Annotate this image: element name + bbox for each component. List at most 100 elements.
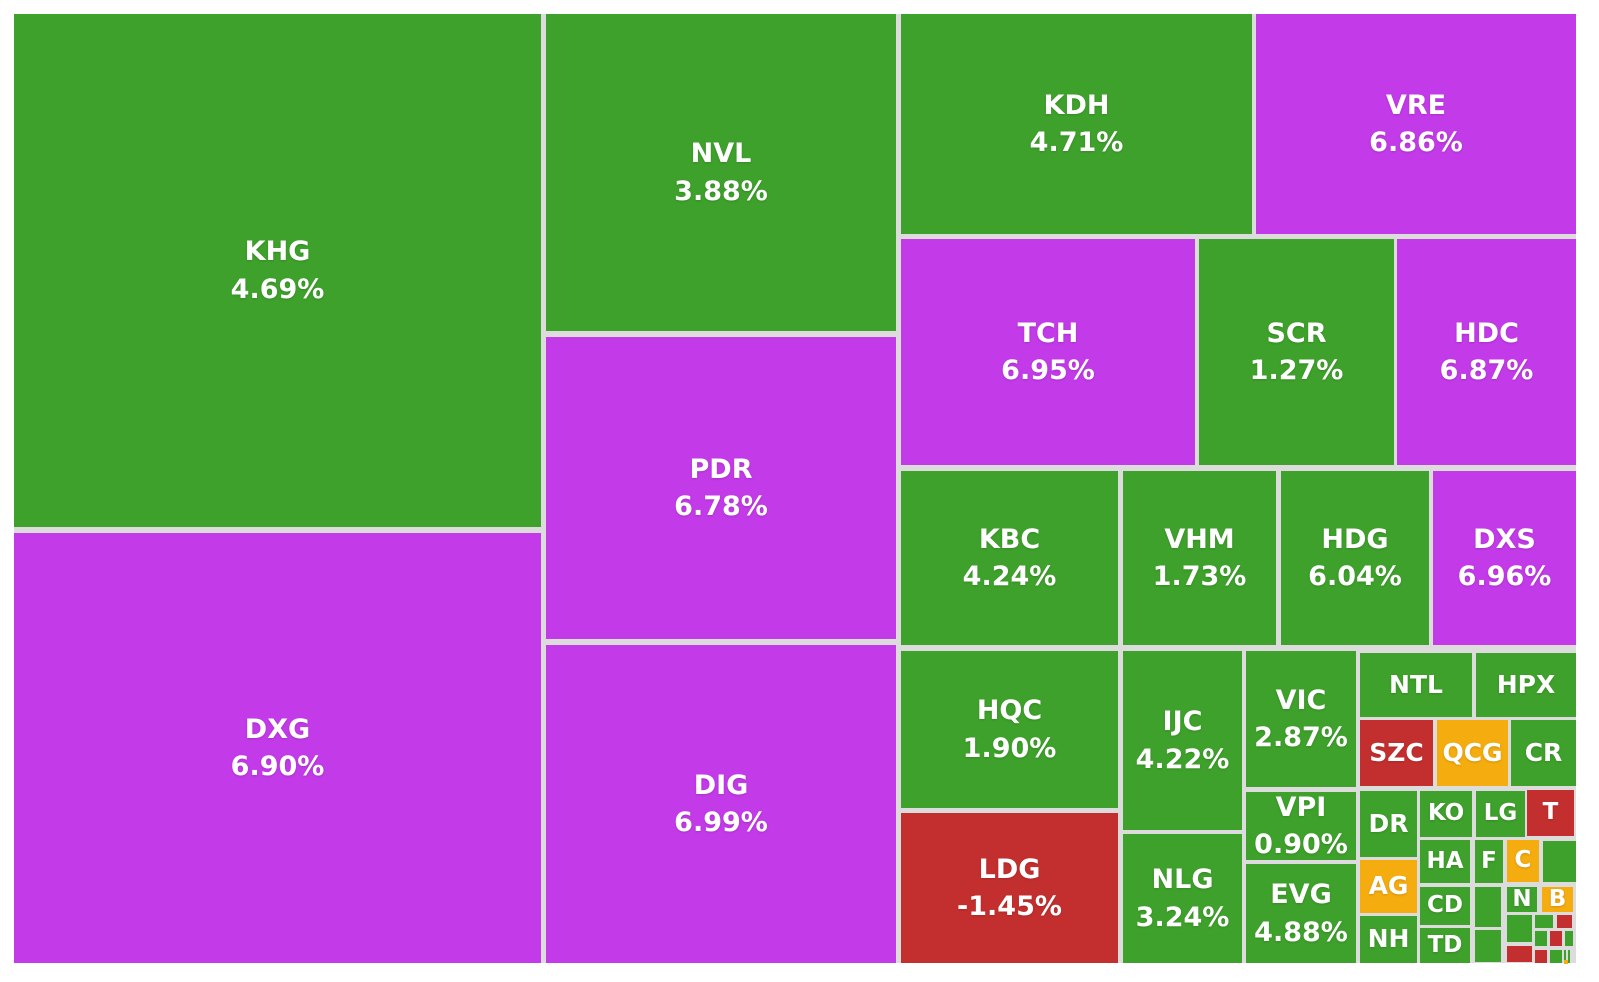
treemap-tile-vic[interactable]: VIC 2.87% <box>1246 651 1356 787</box>
treemap-tile-vpi[interactable]: VPI 0.90% <box>1246 792 1356 860</box>
tile-change-percent: 3.88% <box>674 175 768 207</box>
tile-ticker: VRE <box>1385 89 1447 121</box>
tile-ticker: TCH <box>1017 317 1079 349</box>
tile-change-percent: 6.78% <box>674 491 768 522</box>
tile-ticker: EVG <box>1270 879 1332 911</box>
treemap-tile-lg[interactable]: LG <box>1476 791 1525 837</box>
tile-change-percent: 6.99% <box>674 807 768 838</box>
treemap-tile-kdh[interactable]: KDH 4.71% <box>901 14 1252 234</box>
treemap-tile-dig[interactable]: DIG 6.99% <box>546 645 896 963</box>
treemap-tile-vre[interactable]: VRE 6.86% <box>1256 14 1576 234</box>
treemap-tile-ha[interactable]: HA <box>1420 840 1470 883</box>
treemap-tile[interactable] <box>1535 950 1547 963</box>
tile-ticker: NVL <box>690 138 752 170</box>
tile-ticker: QCG <box>1442 737 1503 767</box>
tile-change-percent: 4.88% <box>1254 916 1348 948</box>
treemap-tile[interactable] <box>1507 915 1532 942</box>
treemap-tile-dxg[interactable]: DXG 6.90% <box>14 533 541 963</box>
tile-ticker: N <box>1512 885 1532 912</box>
treemap-tile[interactable] <box>1475 930 1501 962</box>
treemap-tile-hdg[interactable]: HDG 6.04% <box>1281 471 1429 645</box>
treemap-tile-b[interactable]: B <box>1542 886 1573 912</box>
treemap-tile-qcg[interactable]: QCG <box>1437 720 1508 786</box>
tile-ticker: DIG <box>693 769 749 801</box>
treemap-tile[interactable] <box>1564 960 1568 964</box>
tile-ticker: NH <box>1367 924 1410 954</box>
treemap-tile[interactable] <box>1550 950 1562 963</box>
tile-change-percent: 2.87% <box>1254 722 1348 753</box>
tile-ticker: LDG <box>978 853 1041 885</box>
treemap-tile[interactable] <box>1507 946 1532 962</box>
treemap-tile-pdr[interactable]: PDR 6.78% <box>546 337 896 639</box>
tile-ticker: KBC <box>978 523 1041 555</box>
treemap-tile-nh[interactable]: NH <box>1360 916 1417 963</box>
treemap-tile[interactable] <box>1568 950 1570 963</box>
tile-ticker: DXS <box>1473 523 1536 555</box>
tile-ticker: T <box>1542 799 1559 826</box>
treemap-tile-ko[interactable]: KO <box>1420 791 1472 837</box>
tile-ticker: HPX <box>1496 669 1556 699</box>
treemap-tile-vhm[interactable]: VHM 1.73% <box>1123 471 1276 645</box>
treemap-tile-ag[interactable]: AG <box>1360 860 1417 913</box>
treemap-tile-kbc[interactable]: KBC 4.24% <box>901 471 1118 645</box>
tile-ticker: VIC <box>1275 684 1327 716</box>
tile-ticker: DR <box>1368 808 1409 838</box>
tile-change-percent: -1.45% <box>957 891 1062 922</box>
treemap-tile[interactable] <box>1535 931 1547 946</box>
treemap-tile[interactable] <box>1565 931 1573 946</box>
treemap-tile-c[interactable]: C <box>1507 840 1539 882</box>
tile-ticker: DXG <box>244 713 311 745</box>
tile-change-percent: 1.90% <box>962 732 1057 764</box>
treemap-tile-ldg[interactable]: LDG -1.45% <box>901 813 1118 963</box>
treemap-tile-khg[interactable]: KHG 4.69% <box>14 14 541 527</box>
treemap-tile[interactable] <box>1543 841 1576 882</box>
treemap-tile[interactable] <box>1535 915 1553 928</box>
tile-ticker: TD <box>1427 931 1463 958</box>
treemap-tile-szc[interactable]: SZC <box>1360 720 1433 786</box>
treemap-tile-hpx[interactable]: HPX <box>1476 653 1576 717</box>
tile-ticker: CR <box>1524 737 1563 767</box>
treemap-tile-ijc[interactable]: IJC 4.22% <box>1123 651 1242 830</box>
treemap-tile-cr[interactable]: CR <box>1511 720 1576 786</box>
treemap-tile[interactable] <box>1557 915 1572 928</box>
treemap-tile-dxs[interactable]: DXS 6.96% <box>1433 471 1576 645</box>
tile-ticker: HDC <box>1454 317 1519 349</box>
tile-ticker: HA <box>1426 847 1464 874</box>
treemap-tile-cd[interactable]: CD <box>1420 887 1470 925</box>
tile-ticker: PDR <box>689 453 753 485</box>
treemap-tile-ntl[interactable]: NTL <box>1360 653 1472 717</box>
tile-ticker: CD <box>1427 892 1463 919</box>
tile-ticker: KDH <box>1043 89 1110 121</box>
tile-change-percent: 6.86% <box>1369 127 1463 158</box>
tile-ticker: LG <box>1483 800 1518 827</box>
treemap-tile-dr[interactable]: DR <box>1360 791 1417 857</box>
tile-ticker: F <box>1481 847 1497 874</box>
treemap-tile-n[interactable]: N <box>1507 886 1537 912</box>
treemap-tile-evg[interactable]: EVG 4.88% <box>1246 864 1356 963</box>
treemap-tile-hdc[interactable]: HDC 6.87% <box>1397 239 1576 465</box>
tile-change-percent: 4.69% <box>230 273 325 305</box>
treemap-tile-f[interactable]: F <box>1475 840 1503 883</box>
treemap-tile-nlg[interactable]: NLG 3.24% <box>1123 834 1242 963</box>
treemap-tile[interactable] <box>1550 931 1562 946</box>
tile-ticker: KO <box>1427 800 1465 827</box>
tile-change-percent: 6.90% <box>230 751 325 782</box>
tile-change-percent: 6.96% <box>1457 561 1552 592</box>
treemap-tile-tch[interactable]: TCH 6.95% <box>901 239 1195 465</box>
treemap-tile-t[interactable]: T <box>1527 790 1574 836</box>
tile-ticker: NTL <box>1389 669 1443 699</box>
tile-ticker: VPI <box>1275 791 1327 823</box>
treemap-tile-nvl[interactable]: NVL 3.88% <box>546 14 896 331</box>
treemap-tile[interactable] <box>1475 887 1501 927</box>
treemap-tile-hqc[interactable]: HQC 1.90% <box>901 651 1118 808</box>
tile-ticker: HQC <box>976 695 1043 727</box>
tile-change-percent: 0.90% <box>1254 829 1348 860</box>
tile-ticker: KHG <box>244 236 311 268</box>
treemap-tile-scr[interactable]: SCR 1.27% <box>1199 239 1394 465</box>
tile-change-percent: 4.71% <box>1029 127 1124 158</box>
treemap-tile-td[interactable]: TD <box>1420 928 1470 963</box>
tile-change-percent: 6.87% <box>1439 355 1534 386</box>
treemap-tile[interactable] <box>1564 950 1566 963</box>
tile-change-percent: 6.04% <box>1308 561 1402 592</box>
